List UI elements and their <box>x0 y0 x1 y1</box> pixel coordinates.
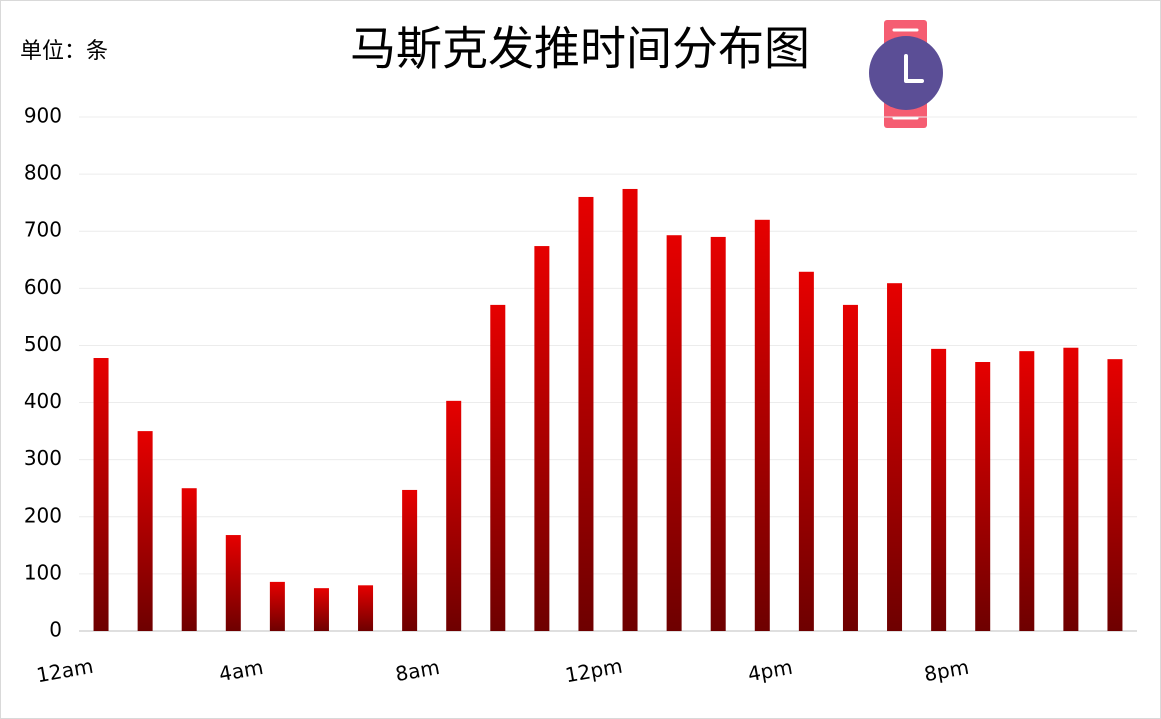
bar <box>269 581 285 631</box>
y-tick-label: 300 <box>24 446 62 470</box>
y-tick-label: 900 <box>24 104 62 128</box>
bar <box>842 304 858 631</box>
bar <box>666 235 682 631</box>
bar <box>710 236 726 631</box>
y-tick-label: 100 <box>24 560 62 584</box>
unit-label: 单位：条 <box>20 39 108 64</box>
bar <box>358 585 374 631</box>
bar <box>137 431 153 631</box>
chart-title: 马斯克发推时间分布图 <box>350 22 810 76</box>
bar <box>798 271 814 631</box>
bar <box>402 489 418 631</box>
y-tick-label: 400 <box>24 389 62 413</box>
bar <box>1107 359 1123 631</box>
bar <box>313 588 329 631</box>
clock-hands <box>904 54 924 83</box>
y-tick-label: 600 <box>24 275 62 299</box>
y-tick-label: 800 <box>24 161 62 185</box>
bar <box>975 362 991 631</box>
bar <box>490 304 506 631</box>
bar <box>534 246 550 631</box>
bar <box>446 400 462 631</box>
bar <box>754 219 770 632</box>
y-tick-label: 700 <box>24 218 62 242</box>
bar <box>93 358 109 631</box>
bar <box>578 196 594 631</box>
y-tick-label: 0 <box>49 618 62 642</box>
bar <box>887 283 903 631</box>
bar <box>1019 351 1035 631</box>
bar <box>181 488 197 631</box>
bar <box>931 348 947 631</box>
clock-icon <box>869 20 943 128</box>
y-tick-label: 500 <box>24 332 62 356</box>
y-tick-label: 200 <box>24 503 62 527</box>
bar <box>1063 347 1079 631</box>
bar <box>225 535 241 631</box>
bar <box>622 188 638 631</box>
